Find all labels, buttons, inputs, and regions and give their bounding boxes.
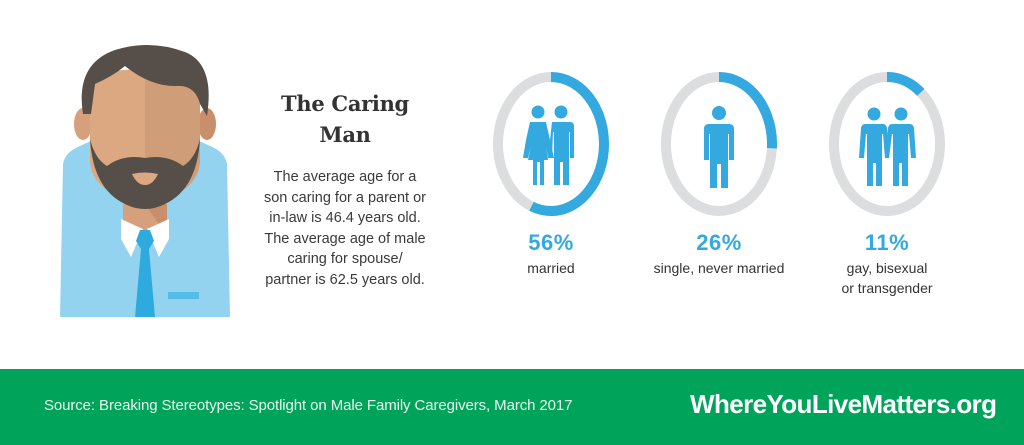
man-avatar-illustration [60, 44, 230, 317]
intro-title-line: Man [319, 122, 371, 147]
progress-arc [718, 72, 777, 149]
stat-label: gay, bisexual or transgender [802, 258, 972, 298]
intro-title-line: The Caring [281, 91, 409, 116]
intro-title: The Caring Man [250, 88, 440, 150]
stat-label-line: or transgender [841, 280, 933, 296]
brand-link[interactable]: WhereYouLiveMatters.org [690, 389, 997, 419]
footer-bar: Source: Breaking Stereotypes: Spotlight … [0, 369, 1024, 445]
progress-arc [529, 72, 609, 216]
intro-body-line: in-law is 46.4 years old. [269, 210, 421, 227]
stat-label-line: gay, bisexual [846, 260, 928, 276]
single-man-icon [704, 106, 734, 188]
source-citation: Source: Breaking Stereotypes: Spotlight … [44, 397, 573, 414]
couple-man-woman-icon [523, 105, 574, 185]
intro-body-line: The average age of male [264, 230, 426, 247]
stat-label-line: single, never married [653, 260, 785, 276]
stat-label-line: married [527, 260, 575, 276]
intro-body-line: partner is 62.5 years old. [265, 271, 425, 288]
intro-section: The Caring Man The average age for a son… [250, 88, 440, 291]
progress-ring-single [661, 72, 777, 216]
stat-gay-bisexual-transgender: 11% gay, bisexual or transgender [802, 70, 972, 298]
progress-arc [886, 72, 925, 96]
stat-value: 11% [864, 230, 910, 255]
stat-label: married [466, 258, 636, 278]
progress-ring-lgbt [829, 72, 945, 216]
two-men-icon [859, 107, 916, 186]
intro-body-line: son caring for a parent or [263, 189, 426, 206]
stat-value: 26% [696, 230, 742, 255]
intro-body-line: caring for spouse/ [287, 251, 403, 268]
intro-body-line: The average age for a [273, 169, 417, 185]
stat-value: 56% [528, 230, 574, 255]
intro-body: The average age for a son caring for a p… [250, 167, 440, 291]
progress-ring-married [493, 72, 609, 216]
stat-label: single, never married [634, 258, 804, 278]
stat-married: 56% married [466, 70, 636, 278]
stat-single: 26% single, never married [634, 70, 804, 278]
